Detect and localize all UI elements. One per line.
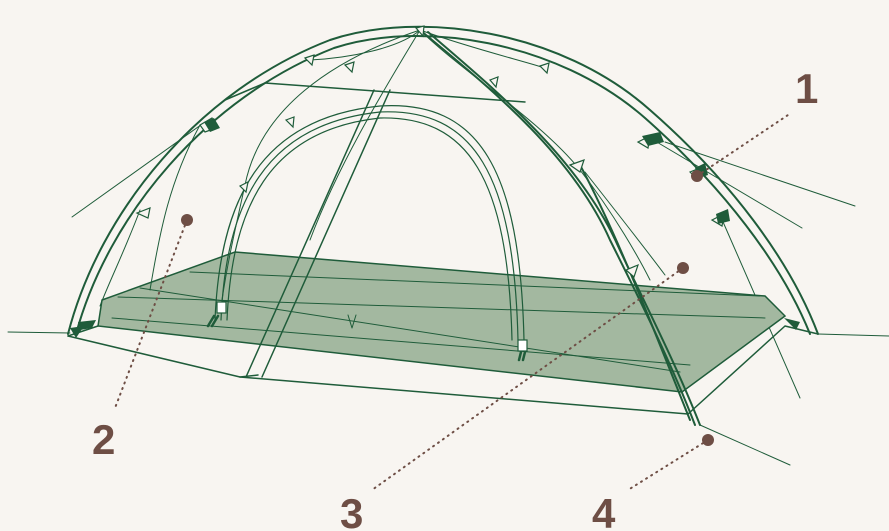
- door-frame: [224, 82, 526, 378]
- callout-2-dot: [181, 214, 193, 226]
- callout-2: 2: [92, 214, 193, 463]
- callout-1-label: 1: [795, 65, 818, 112]
- pole-clips: [135, 25, 725, 279]
- ground-lines: [7, 331, 889, 466]
- callout-4-label: 4: [592, 490, 616, 531]
- door-zipper-right: [517, 339, 528, 352]
- callout-4-dot: [702, 434, 714, 446]
- tent-poles: [67, 25, 819, 426]
- zipper-pull-left: [206, 314, 220, 328]
- callout-3-dot: [677, 262, 689, 274]
- door-zipper-left: [216, 301, 227, 314]
- callout-1-dot: [691, 170, 703, 182]
- floor-seams: [111, 271, 766, 373]
- callout-1: 1: [691, 65, 818, 182]
- callout-3: 3: [340, 262, 689, 531]
- callout-2-leader: [114, 219, 188, 409]
- zipper-pull-right: [517, 350, 527, 362]
- callout-3-leader: [371, 267, 684, 491]
- callout-2-label: 2: [92, 416, 115, 463]
- callout-4-leader: [627, 439, 709, 491]
- callout-1-leader: [696, 114, 789, 177]
- callout-3-label: 3: [340, 490, 363, 531]
- callout-4: 4: [592, 434, 714, 531]
